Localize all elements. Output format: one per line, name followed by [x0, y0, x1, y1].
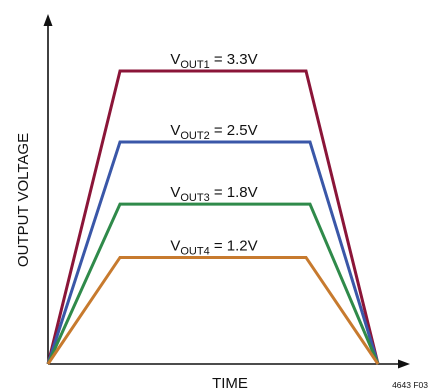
series-line-2 [46, 140, 380, 365]
series-label-2: VOUT2 = 2.5V [170, 122, 257, 142]
series-label-3: VOUT3 = 1.8V [170, 184, 257, 204]
series-line-3 [46, 202, 380, 365]
axes [43, 14, 410, 369]
series-label-4: VOUT4 = 1.2V [170, 237, 257, 257]
y-axis-arrow [43, 14, 53, 26]
x-axis-arrow [398, 359, 410, 369]
x-axis-label: TIME [212, 375, 248, 392]
figure-id: 4643 F03 [392, 380, 428, 390]
series-label-1: VOUT1 = 3.3V [170, 51, 257, 71]
trace-labels: VOUT1 = 3.3V VOUT2 = 2.5V VOUT3 = 1.8V VOUT… [170, 51, 257, 257]
y-axis-label: OUTPUT VOLTAGE [15, 133, 32, 267]
series-line-1 [46, 69, 380, 365]
series-line-4 [46, 255, 380, 365]
traces [46, 69, 380, 365]
